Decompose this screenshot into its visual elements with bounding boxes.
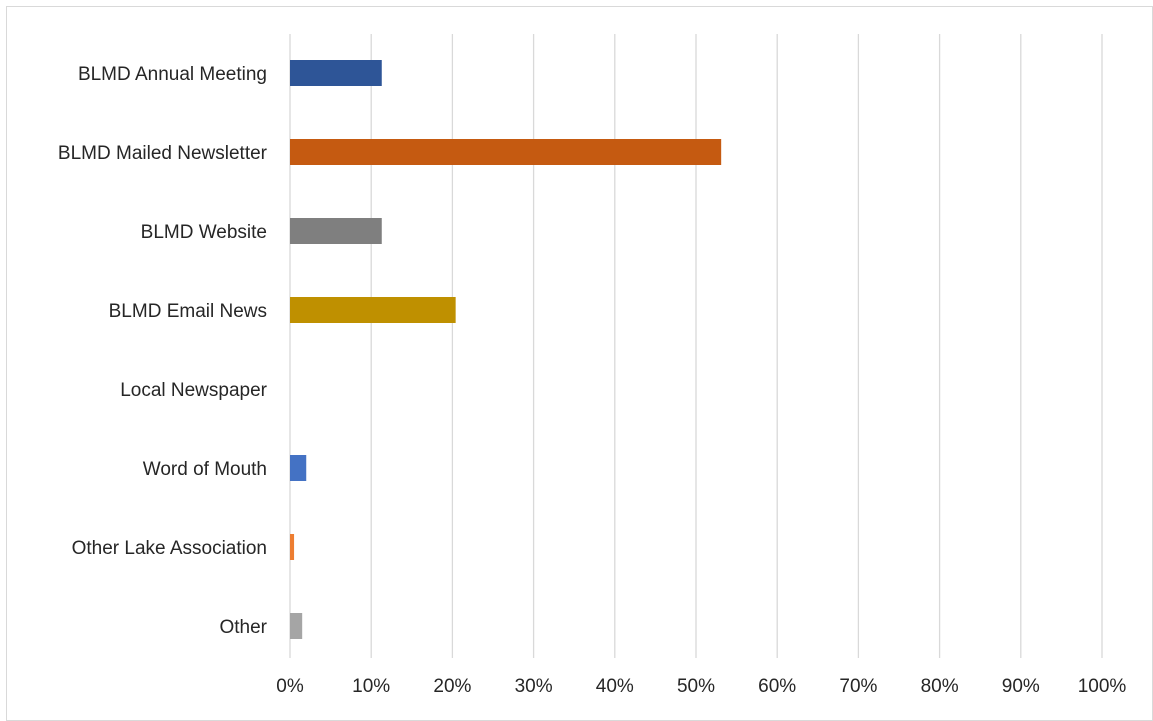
x-tick-label: 50%: [677, 676, 715, 697]
category-label: Word of Mouth: [143, 459, 267, 480]
category-label: BLMD Email News: [109, 301, 267, 322]
x-tick-labels: 0% 10% 20% 30% 40% 50% 60% 70% 80% 90% 100%: [276, 676, 1126, 697]
bar-blmd-mailed-newsletter: [290, 139, 722, 165]
x-tick-label: 70%: [839, 676, 877, 697]
x-tick-label: 90%: [1002, 676, 1040, 697]
x-tick-label: 30%: [515, 676, 553, 697]
x-tick-label: 0%: [276, 676, 304, 697]
gridlines: [289, 34, 1103, 658]
bar-blmd-annual-meeting: [290, 60, 382, 86]
x-tick-label: 100%: [1078, 676, 1127, 697]
bar-other: [290, 613, 303, 639]
bar-other-lake-association: [290, 534, 295, 560]
category-label: Local Newspaper: [120, 380, 267, 401]
category-label: BLMD Mailed Newsletter: [58, 143, 268, 164]
category-label: BLMD Website: [141, 222, 267, 243]
category-label: BLMD Annual Meeting: [78, 64, 267, 85]
bars: [290, 60, 722, 639]
x-tick-label: 80%: [921, 676, 959, 697]
x-tick-label: 40%: [596, 676, 634, 697]
bar-blmd-website: [290, 218, 382, 244]
category-label: Other Lake Association: [72, 538, 267, 559]
category-label: Other: [219, 617, 267, 638]
bar-blmd-email-news: [290, 297, 456, 323]
chart-frame: [6, 6, 1153, 721]
x-tick-label: 60%: [758, 676, 796, 697]
x-tick-label: 10%: [352, 676, 390, 697]
x-tick-label: 20%: [433, 676, 471, 697]
category-labels: BLMD Annual Meeting BLMD Mailed Newslette…: [58, 64, 268, 638]
bar-word-of-mouth: [290, 455, 307, 481]
